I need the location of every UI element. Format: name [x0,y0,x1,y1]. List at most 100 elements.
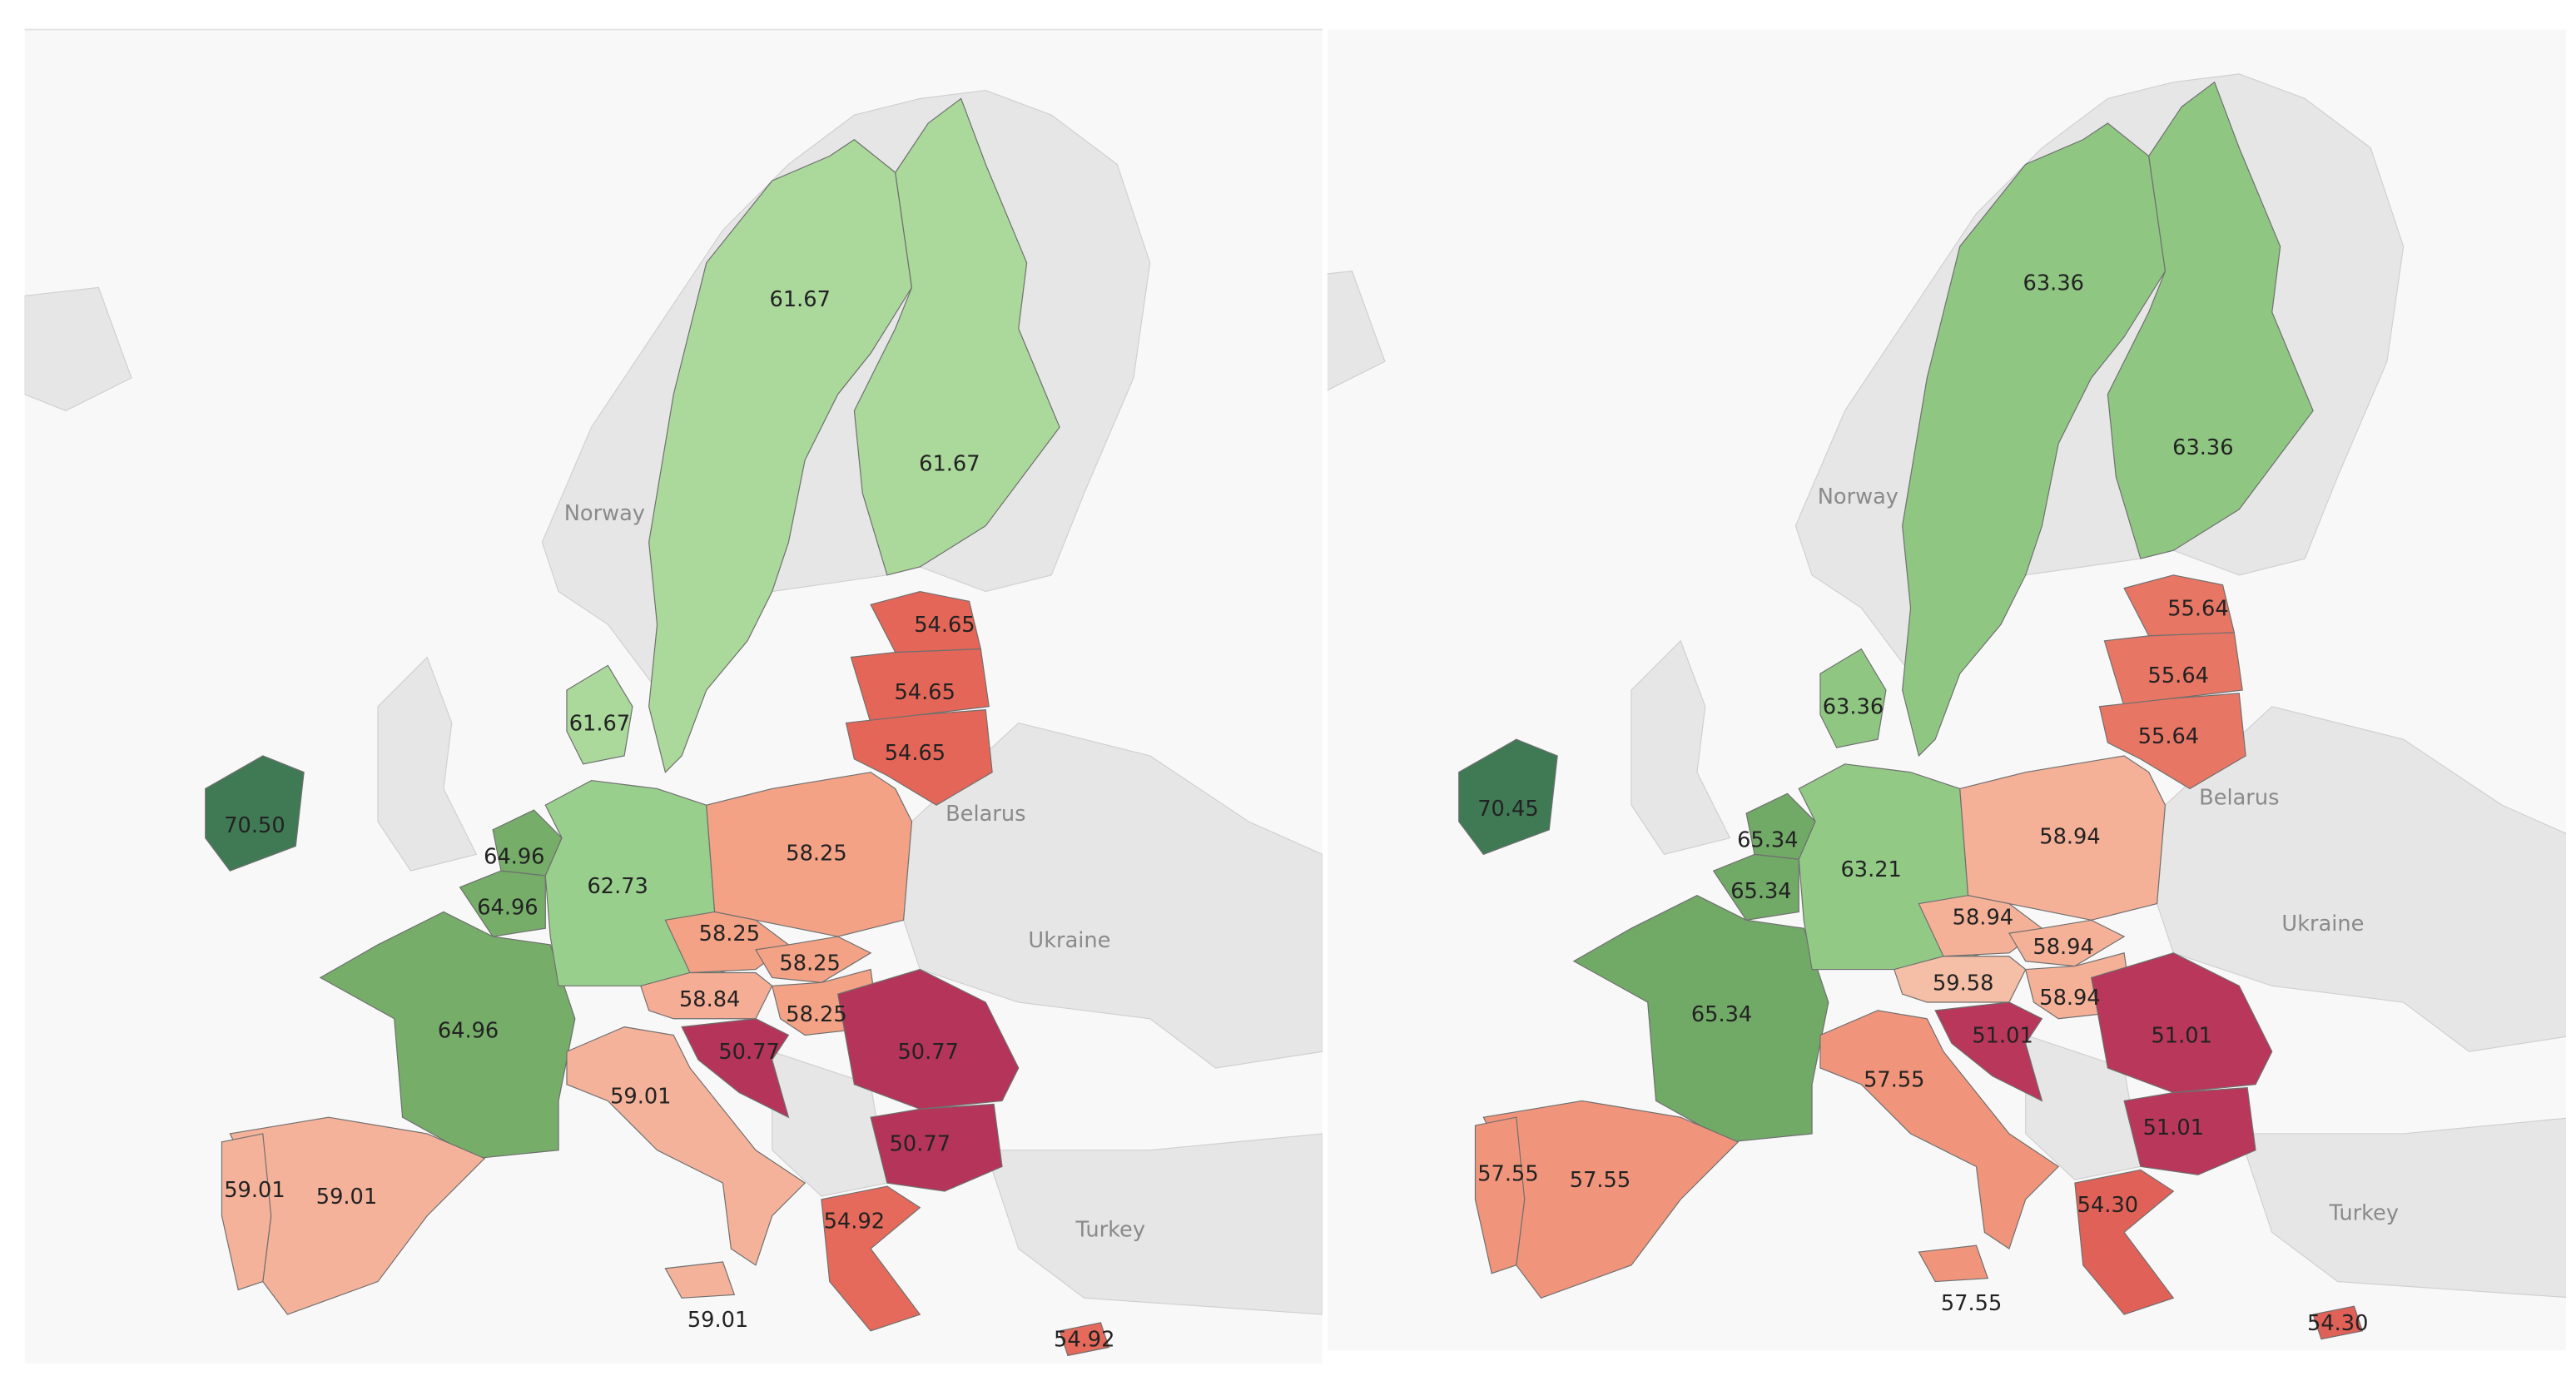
value-label: 70.50 [224,813,285,838]
value-label: 70.45 [1477,797,1538,822]
value-label: 50.77 [897,1040,958,1065]
value-label: 58.25 [779,951,840,976]
land [2238,1117,2567,1299]
country [1934,1001,2043,1102]
value-label: 51.01 [1972,1023,2033,1048]
value-label: 57.55 [1477,1161,1538,1186]
land [377,656,478,872]
value-label: 65.34 [1691,1002,1752,1027]
place-label: Turkey [1075,1217,1145,1242]
value-label: 58.94 [2033,935,2093,960]
value-label: 51.01 [2143,1115,2204,1140]
country [2123,1087,2256,1175]
value-label: 59.01 [316,1185,377,1210]
value-label: 51.01 [2152,1023,2212,1048]
value-label: 64.96 [438,1019,499,1044]
value-label: 62.73 [587,874,648,899]
value-label: 59.01 [224,1178,285,1203]
place-label: Ukraine [1028,928,1110,953]
country [2098,693,2246,790]
value-label: 58.94 [1953,905,2013,930]
value-label: 54.30 [2077,1193,2138,1218]
land [985,1133,1323,1315]
country [1819,1010,2060,1250]
value-label: 54.65 [885,741,946,766]
value-label: 65.34 [1730,879,1791,904]
value-label: 61.67 [919,452,980,477]
value-label: 63.36 [1823,695,1884,720]
country [566,664,633,765]
country [2107,81,2314,559]
value-label: 59.58 [1933,971,1993,996]
value-label: 58.25 [786,841,846,866]
figure: Norway Belarus Ukraine Turkey 61.67 61.67 61.6… [24,28,2567,1364]
value-label: 63.36 [2172,435,2233,460]
value-label: 57.55 [1941,1291,2002,1316]
value-label: 64.96 [477,896,538,921]
country [640,971,773,1020]
country [681,1018,790,1119]
value-label: 58.25 [786,1002,846,1027]
value-label: 64.96 [484,844,544,869]
land [1630,639,1731,856]
country [821,1185,921,1332]
value-label: 65.34 [1737,828,1798,853]
land [902,722,1323,1069]
place-label: Turkey [2329,1201,2399,1226]
country [2312,1305,2364,1340]
value-label: 55.64 [2148,663,2209,688]
country [648,139,913,773]
land [2156,706,2567,1052]
value-label: 58.84 [679,987,740,1012]
value-label: 54.65 [914,613,975,638]
country [870,590,982,653]
country [1902,122,2167,758]
value-label: 54.92 [824,1210,885,1235]
country [1059,1322,1110,1357]
place-label: Ukraine [2281,912,2364,936]
place-label: Norway [1818,484,1898,509]
country [2074,1169,2175,1315]
country [853,97,1060,576]
country [870,1103,1003,1192]
country [754,936,872,983]
country [1894,956,2027,1003]
country [221,1133,272,1291]
map-panel: Norway Belarus Ukraine Turkey 63.36 63.36 63.3… [1327,29,2567,1351]
map-panel: Norway Belarus Ukraine Turkey 61.67 61.67 61.6… [24,29,1323,1364]
place-label: Norway [564,501,645,526]
country [664,1261,736,1299]
value-label: 61.67 [770,287,831,312]
value-label: 54.92 [1054,1328,1114,1353]
value-label: 61.67 [569,711,630,736]
value-label: 58.94 [2039,825,2100,850]
country [1819,648,1887,748]
country [836,968,1020,1110]
country [566,1026,807,1266]
value-label: 63.21 [1840,857,1901,882]
place-label: Belarus [946,802,1025,827]
value-label: 54.30 [2307,1311,2368,1336]
value-label: 59.01 [687,1308,748,1333]
value-label: 57.55 [1864,1068,1924,1093]
value-label: 58.94 [2039,986,2100,1011]
land [1327,271,1386,391]
value-label: 54.65 [895,680,955,705]
country [2090,952,2273,1094]
map: Norway Belarus Ukraine Turkey 63.36 63.36 63.3… [1327,73,2567,1340]
value-label: 63.36 [2023,271,2084,296]
country [205,755,305,872]
map: Norway Belarus Ukraine Turkey 61.67 61.67 61.6… [24,89,1323,1357]
value-label: 50.77 [890,1132,950,1157]
value-label: 57.55 [1570,1168,1630,1193]
place-label: Belarus [2199,785,2279,810]
value-label: 50.77 [718,1040,779,1065]
country [2123,574,2236,637]
value-label: 59.01 [610,1084,671,1109]
country [1474,1116,1526,1274]
country [1918,1244,1989,1283]
country [459,870,546,937]
country [2008,919,2126,967]
